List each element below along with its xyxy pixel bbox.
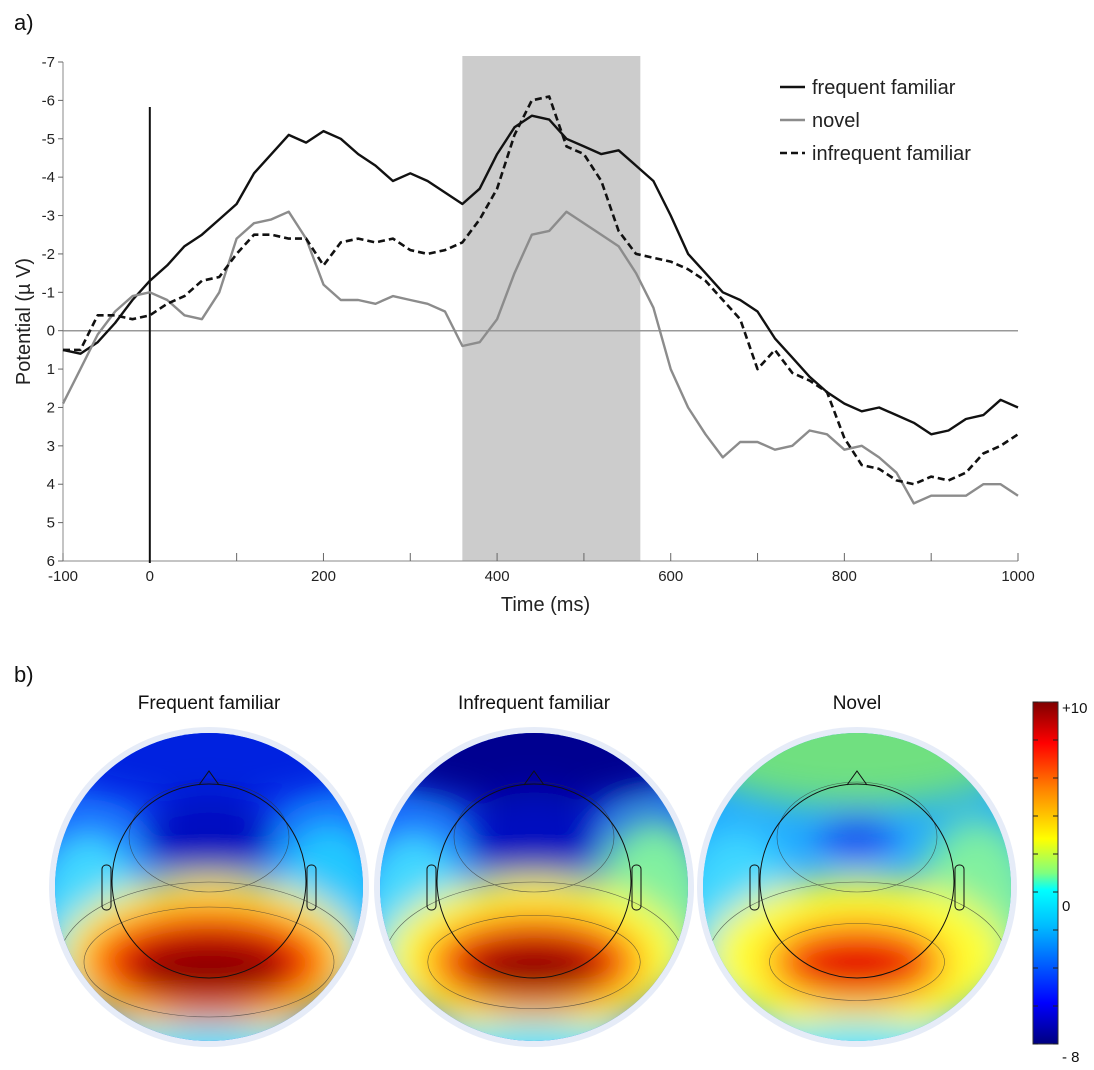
panel-a-label: a) xyxy=(14,10,34,35)
topomap-0 xyxy=(55,733,363,1041)
topomap-2 xyxy=(703,733,1011,1041)
right-ear xyxy=(631,864,642,911)
nose xyxy=(523,770,545,786)
legend-label: infrequent familiar xyxy=(812,143,971,165)
y-tick-label: -6 xyxy=(42,92,55,109)
x-tick-label: 200 xyxy=(311,568,336,585)
x-axis-title: Time (ms) xyxy=(501,594,590,616)
colorbar-mid-label: 0 xyxy=(1062,898,1071,915)
colorbar-min-label: - 8 xyxy=(1062,1049,1080,1066)
legend-label: frequent familiar xyxy=(812,77,956,99)
series-line-frequent-familiar xyxy=(62,114,1019,436)
y-tick-label: -2 xyxy=(42,246,55,263)
head-outline xyxy=(426,770,642,979)
x-tick-label: 0 xyxy=(146,568,154,585)
left-ear xyxy=(426,864,437,911)
series-line-novel xyxy=(61,210,1019,505)
topomap-1 xyxy=(380,733,688,1041)
nose xyxy=(846,770,868,786)
y-tick-label: 0 xyxy=(47,323,55,340)
right-ear xyxy=(306,864,317,911)
left-ear xyxy=(749,864,760,911)
series-line-infrequent-familiar xyxy=(63,95,1019,486)
y-tick-label: 5 xyxy=(47,515,55,532)
map-title: Novel xyxy=(832,693,882,714)
y-axis-title: Potential (µ V) xyxy=(13,258,35,385)
y-tick-label: -7 xyxy=(42,54,55,71)
y-tick-label: -4 xyxy=(42,169,55,186)
y-tick-label: 2 xyxy=(47,399,55,416)
x-tick-label: 1000 xyxy=(1001,568,1034,585)
left-ear xyxy=(101,864,112,911)
y-tick-label: 6 xyxy=(47,553,55,570)
erp-line-chart: -7 -6 -5 -4 -3 -2 -1 0 1 2 3 4 5 6-100 0 200 400 600 800 10… xyxy=(13,54,1035,616)
colorbar-max-label: +10 xyxy=(1062,700,1088,717)
head-outline xyxy=(749,770,965,979)
x-tick-label: -100 xyxy=(48,568,78,585)
highlight-window xyxy=(462,56,641,561)
y-tick-label: 1 xyxy=(47,361,55,378)
x-tick-label: 800 xyxy=(832,568,857,585)
y-tick-label: -5 xyxy=(42,131,55,148)
map-title: Infrequent familiar xyxy=(457,693,611,714)
y-tick-label: -3 xyxy=(42,208,55,225)
x-tick-label: 600 xyxy=(658,568,683,585)
y-tick-label: 4 xyxy=(47,476,55,493)
map-title: Frequent familiar xyxy=(137,693,281,714)
y-tick-label: -1 xyxy=(42,284,55,301)
x-tick-label: 400 xyxy=(485,568,510,585)
y-tick-label: 3 xyxy=(47,438,55,455)
colorbar xyxy=(1032,701,1059,1045)
right-ear xyxy=(954,864,965,911)
legend-label: novel xyxy=(812,110,860,132)
head-outline xyxy=(101,770,317,979)
panel-b-label: b) xyxy=(14,662,34,687)
nose xyxy=(198,770,220,786)
